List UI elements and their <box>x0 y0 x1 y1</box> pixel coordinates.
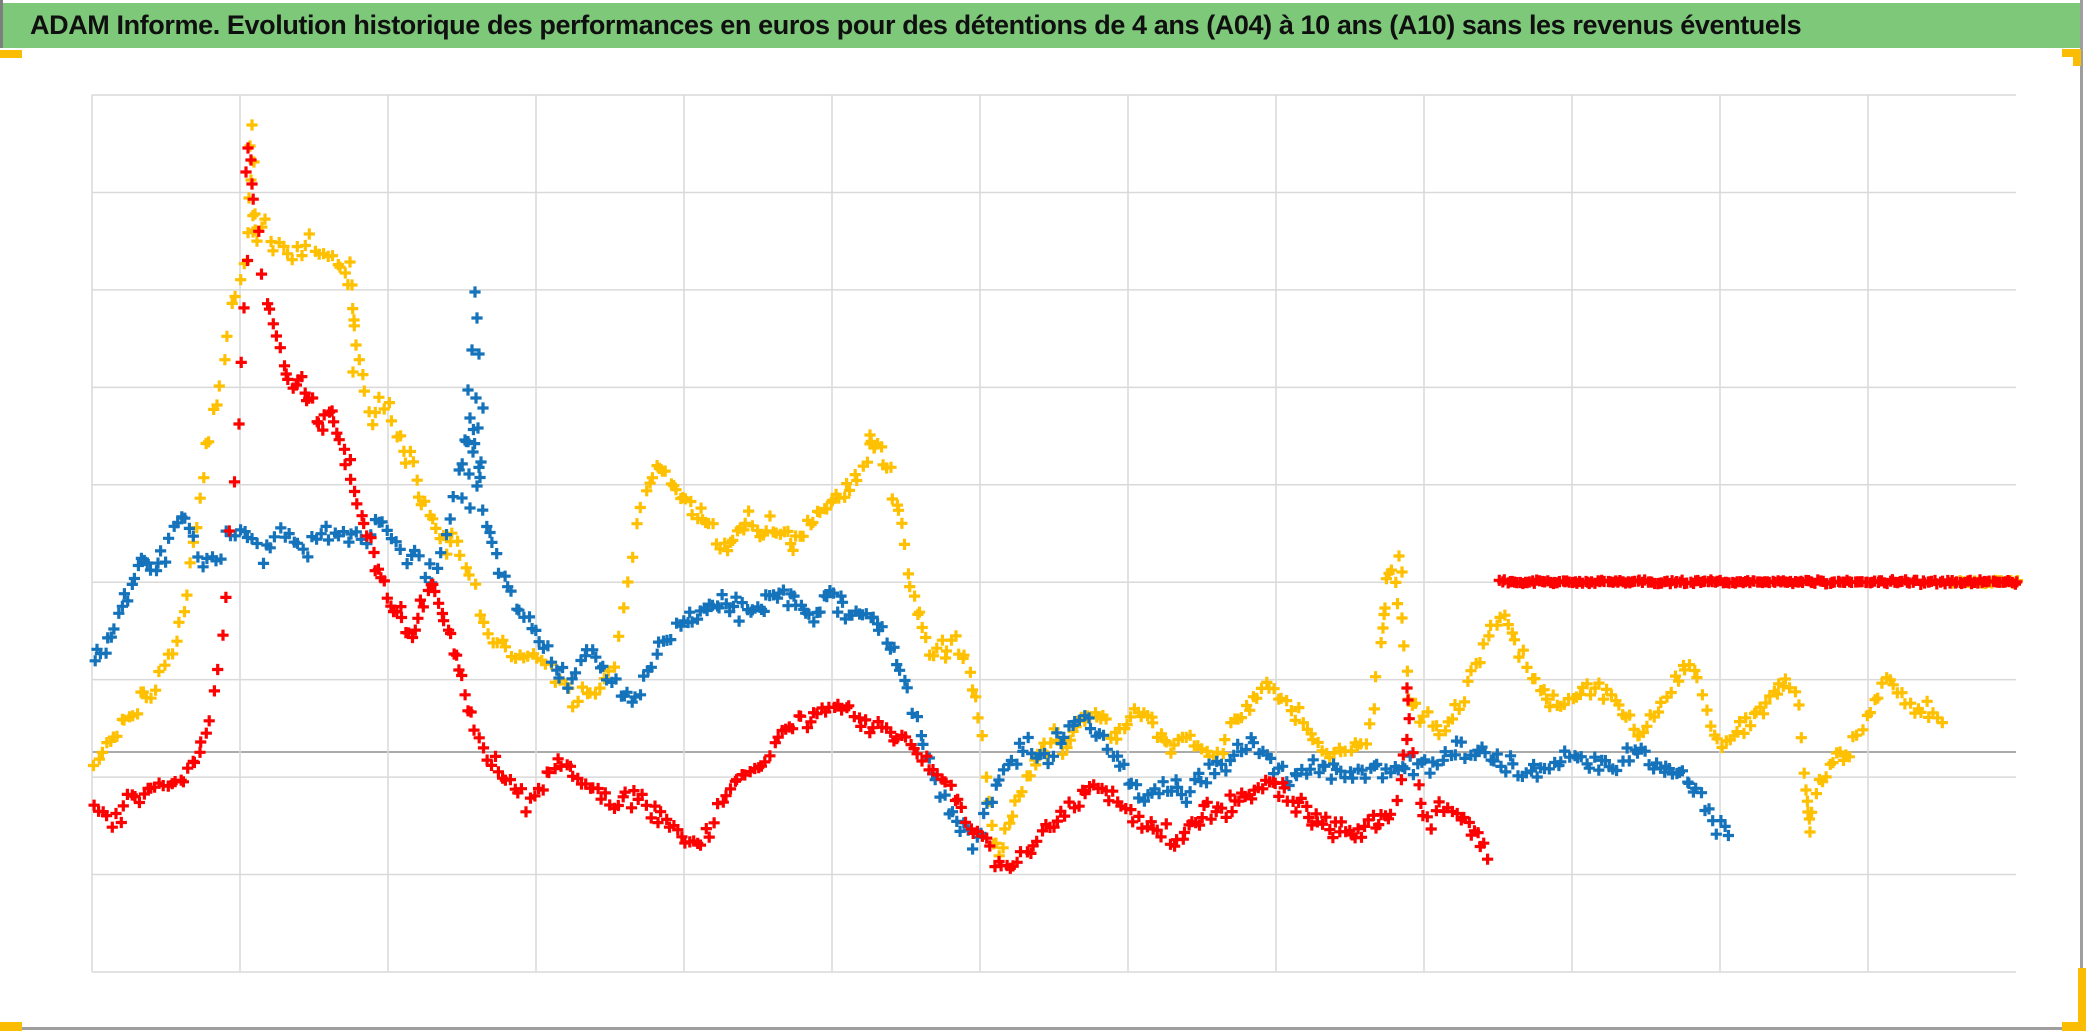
series-blue <box>89 286 1734 855</box>
sheet-right-edge-line <box>2080 0 2083 968</box>
series-yellow <box>87 119 2024 862</box>
chart-title-text: ADAM Informe. Evolution historique des p… <box>30 10 1802 40</box>
selection-corner-bottom-right-arm <box>2078 968 2086 1031</box>
selection-corner-bottom-right <box>2062 1022 2086 1031</box>
sheet-bottom-edge-line <box>0 1027 2064 1030</box>
chart-series-layer <box>87 119 2024 874</box>
series-red <box>88 142 2023 874</box>
selection-corner-bottom-left <box>0 1022 22 1031</box>
selection-corner-top-right-arm <box>2073 49 2081 66</box>
selection-corner-top-right <box>2062 49 2081 57</box>
header-left-edge-line <box>0 0 3 48</box>
selection-corner-top-left <box>0 50 22 58</box>
chart-title-bar: ADAM Informe. Evolution historique des p… <box>3 3 2080 48</box>
